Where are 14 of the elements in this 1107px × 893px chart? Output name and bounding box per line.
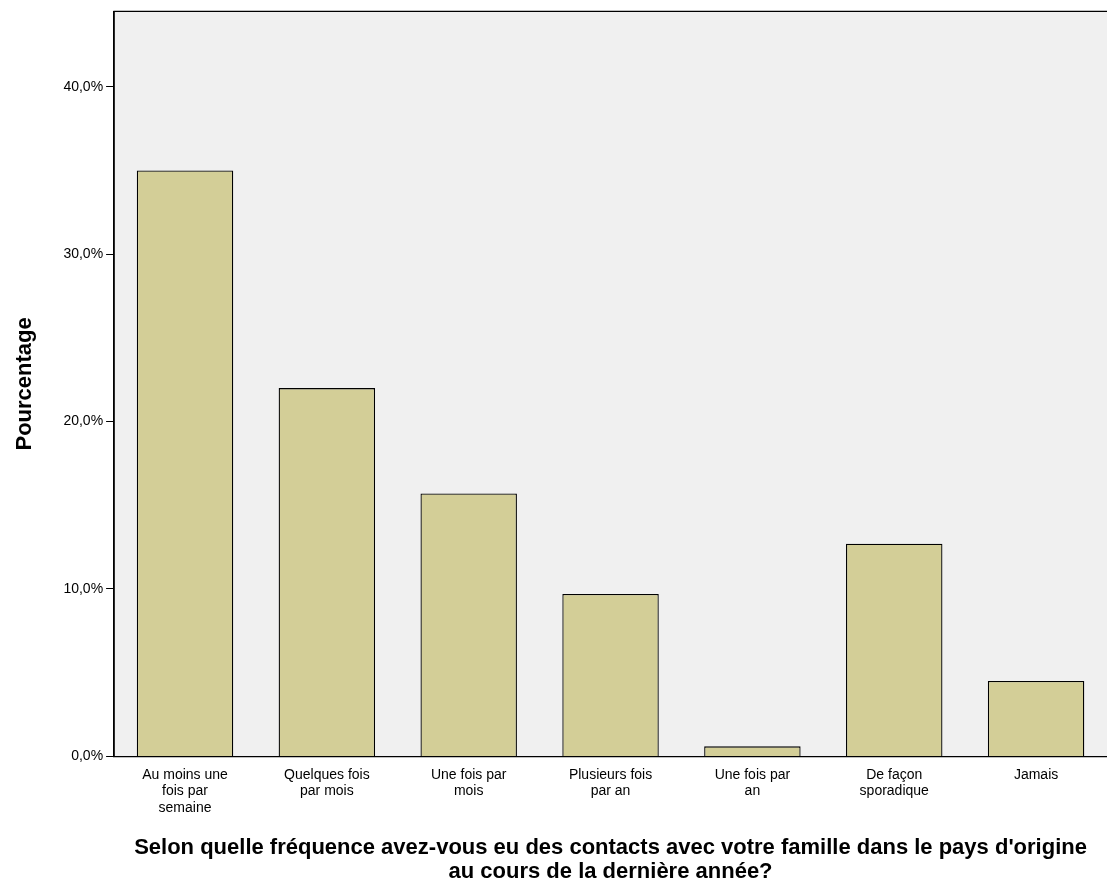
x-tick-label: Une fois par mois: [430, 765, 507, 799]
y-tick-label: 20,0%: [63, 412, 104, 429]
x-tick-label: Jamais: [1013, 765, 1059, 782]
x-tick-label: Quelques fois par mois: [284, 765, 370, 799]
y-tick-label: 10,0%: [63, 579, 104, 596]
x-tick-label: De façon sporadique: [859, 765, 930, 799]
x-tick-label: Une fois par an: [714, 765, 791, 799]
x-axis-title: Selon quelle fréquence avez-vous eu des contacts avec votre famille dans le pays d'origine au cours de la dernière année?: [134, 834, 1087, 883]
y-tick-label: 30,0%: [63, 245, 104, 262]
y-axis-title: Pourcentage: [11, 317, 37, 451]
y-tick-label: 0,0%: [71, 747, 104, 764]
x-tick-label: Au moins une fois par semaine: [142, 765, 229, 816]
x-tick-label: Plusieurs fois par an: [568, 765, 653, 799]
y-tick-label: 40,0%: [63, 77, 104, 94]
